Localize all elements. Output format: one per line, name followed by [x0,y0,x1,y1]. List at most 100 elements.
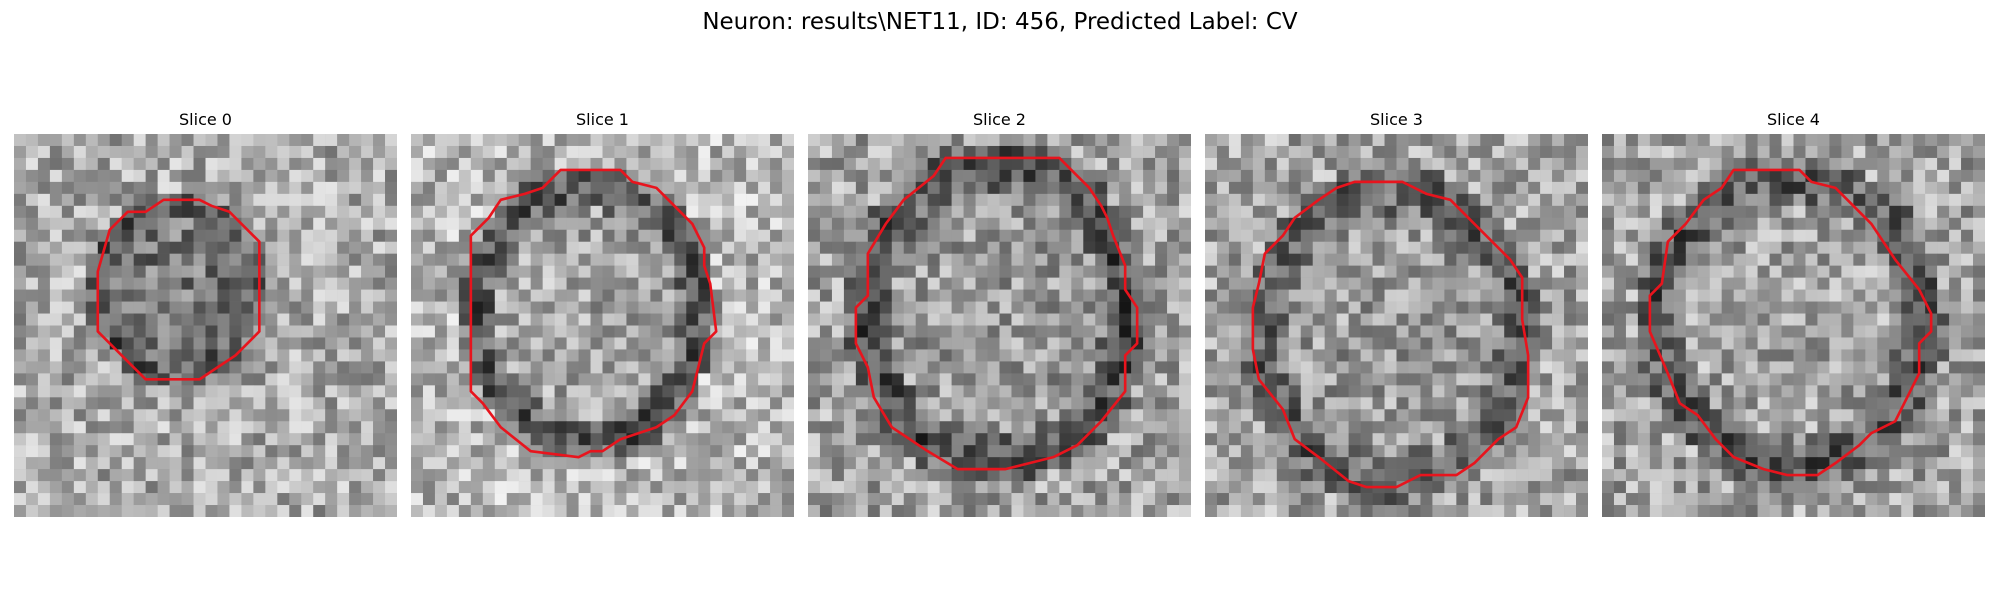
image-pixel [1408,325,1421,338]
image-pixel [831,241,845,254]
image-pixel [482,445,496,458]
image-pixel [1745,241,1758,254]
image-pixel [734,301,747,314]
image-pixel [1745,421,1758,434]
image-pixel [891,433,904,446]
image-pixel [1901,445,1914,458]
image-pixel [1613,301,1627,314]
image-pixel [867,361,881,374]
image-pixel [1095,325,1108,338]
image-pixel [241,361,254,374]
image-pixel [109,193,122,207]
image-pixel [1035,445,1048,458]
image-pixel [1841,373,1854,386]
image-pixel [1300,457,1313,470]
image-pixel [385,445,397,458]
image-pixel [1071,205,1084,219]
image-pixel [1264,157,1278,171]
image-pixel [1865,337,1878,350]
image-pixel [1348,349,1361,362]
image-pixel [145,241,158,254]
image-pixel [193,469,206,482]
image-pixel [1961,145,1974,159]
image-pixel [373,265,386,278]
image-pixel [843,469,857,482]
image-pixel [1228,145,1242,159]
image-pixel [434,385,448,398]
image-pixel [626,409,639,422]
image-pixel [85,313,99,326]
image-pixel [361,313,374,326]
image-pixel [361,193,374,207]
image-pixel [698,397,711,410]
image-pixel [843,277,857,290]
image-pixel [1264,169,1278,183]
image-pixel [361,229,374,242]
image-pixel [1817,337,1830,350]
image-pixel [1889,134,1902,147]
image-pixel [1504,217,1517,230]
image-pixel [337,217,350,230]
image-pixel [109,397,122,410]
image-pixel [734,505,747,517]
image-pixel [855,481,869,494]
image-pixel [49,313,63,326]
image-pixel [1432,409,1445,422]
image-pixel [686,313,699,326]
image-pixel [1949,361,1962,374]
image-pixel [1576,217,1588,230]
image-pixel [337,325,350,338]
image-pixel [217,134,230,147]
image-pixel [1276,433,1290,446]
image-pixel [169,217,182,230]
image-pixel [1420,385,1433,398]
image-pixel [313,325,326,338]
image-pixel [1035,289,1048,302]
image-pixel [626,493,639,506]
image-pixel [1155,145,1168,159]
image-pixel [181,457,194,470]
image-pixel [1071,313,1084,326]
image-pixel [1119,169,1132,183]
image-pixel [217,397,230,410]
image-pixel [1733,229,1746,242]
image-pixel [1264,433,1278,446]
image-pixel [1576,265,1588,278]
image-pixel [121,421,134,434]
image-pixel [758,385,771,398]
image-pixel [1913,169,1926,183]
image-pixel [1360,349,1373,362]
image-pixel [1420,325,1433,338]
image-pixel [1396,409,1409,422]
image-pixel [770,193,783,207]
image-pixel [193,313,206,326]
image-pixel [951,169,964,183]
image-pixel [1961,409,1974,422]
image-pixel [1167,289,1180,302]
image-pixel [277,265,290,278]
image-pixel [1205,134,1218,147]
image-pixel [770,253,783,266]
image-pixel [301,169,314,183]
image-pixel [1829,373,1842,386]
image-pixel [1649,229,1663,242]
image-pixel [1709,325,1722,338]
image-pixel [518,469,531,482]
image-pixel [1396,253,1409,266]
image-pixel [1205,289,1218,302]
image-pixel [1540,385,1553,398]
image-pixel [1528,157,1541,171]
image-pixel [1480,409,1493,422]
image-pixel [193,397,206,410]
image-pixel [49,134,63,147]
image-pixel [903,145,916,159]
image-pixel [422,469,436,482]
image-pixel [1179,397,1191,410]
image-pixel [1709,253,1722,266]
image-pixel [1552,253,1565,266]
image-pixel [482,373,496,386]
image-pixel [73,481,87,494]
image-pixel [1685,325,1698,338]
image-pixel [1805,337,1818,350]
image-pixel [987,217,1000,230]
